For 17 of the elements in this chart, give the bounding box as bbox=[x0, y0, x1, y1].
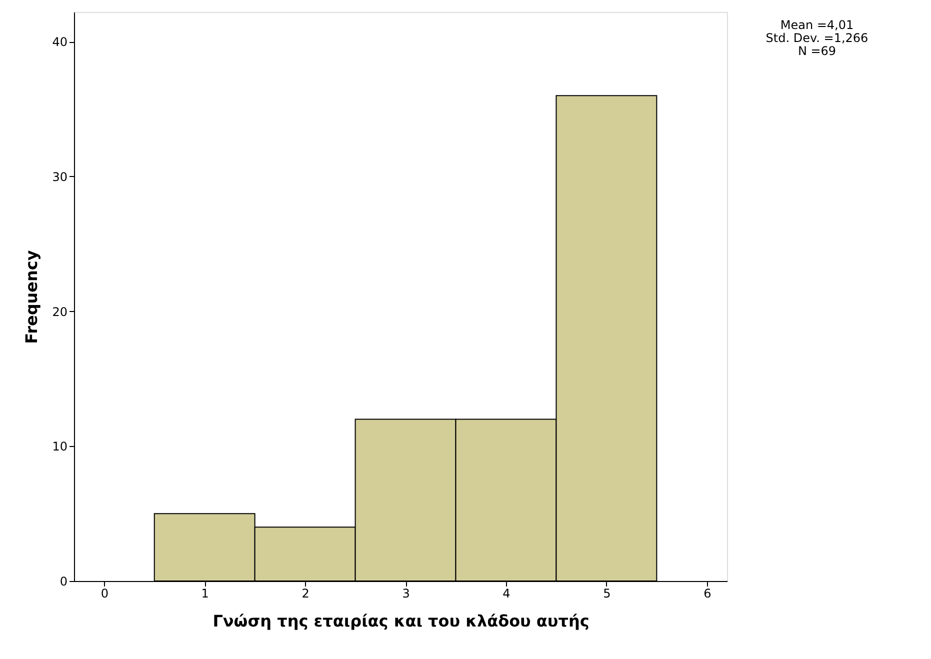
x-tick-label: 2 bbox=[302, 586, 310, 600]
text: Std. Dev. =1,266 bbox=[766, 31, 868, 45]
y-tick-label: 20 bbox=[52, 304, 68, 319]
y-tick-label: 0 bbox=[60, 574, 68, 588]
y-tick-label: 30 bbox=[52, 170, 68, 184]
x-tick-label: 6 bbox=[704, 586, 712, 600]
text: Mean =4,01 bbox=[780, 18, 854, 32]
y-tick-label: 10 bbox=[52, 440, 68, 454]
x-tick-label: 0 bbox=[100, 586, 108, 600]
y-tick-label: 40 bbox=[52, 35, 68, 50]
x-axis-title: Γνώση της εταιρίας και του κλάδου αυτής bbox=[212, 612, 590, 630]
x-tick-label: 1 bbox=[201, 586, 209, 600]
x-tick-label: 4 bbox=[502, 586, 510, 600]
x-tick-label: 3 bbox=[402, 586, 410, 600]
text: N =69 bbox=[798, 44, 836, 58]
y-axis-title: Frequency bbox=[22, 250, 42, 344]
x-tick-label: 5 bbox=[603, 586, 611, 600]
